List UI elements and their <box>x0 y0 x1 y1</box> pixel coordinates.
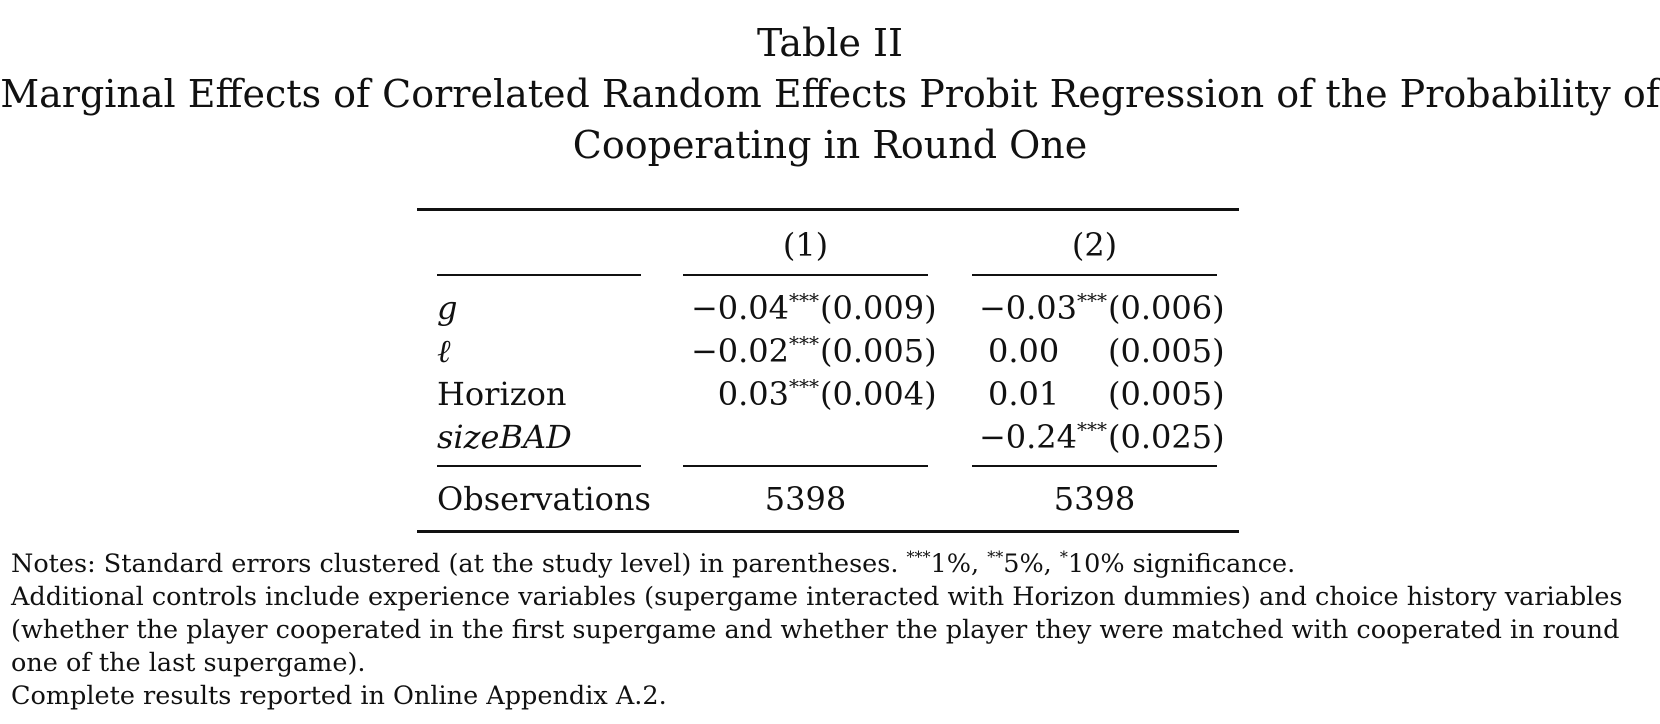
header-rule-label <box>437 274 641 276</box>
header-rule-col2 <box>972 274 1217 276</box>
table-caption: Table II Marginal Effects of Correlated … <box>0 18 1660 171</box>
mid-rule-col2 <box>972 465 1217 467</box>
significance-stars: *** <box>789 331 819 356</box>
notes-line-5: Complete results reported in Online Appe… <box>11 681 667 711</box>
se-g-col1: (0.009) <box>820 289 937 327</box>
significance-stars: *** <box>789 374 819 399</box>
table-bottom-rule <box>417 530 1239 533</box>
se-sizebad-col2: (0.025) <box>1108 418 1225 456</box>
notes-line-3: (whether the player cooperated in the fi… <box>11 615 1620 645</box>
coef-horizon-col1: 0.03*** <box>600 374 819 414</box>
row-label-horizon: Horizon <box>437 375 567 413</box>
observations-label: Observations <box>437 480 651 518</box>
sig-stars-3: * <box>1059 547 1068 567</box>
significance-stars: *** <box>1077 417 1107 442</box>
table-notes: Notes: Standard errors clustered (at the… <box>11 548 1651 713</box>
notes-prefix: Notes: Standard errors clustered (at the… <box>11 549 907 579</box>
coef-horizon-col2: 0.01 <box>988 375 1060 413</box>
sig-stars-1: *** <box>906 547 931 567</box>
se-g-col2: (0.006) <box>1108 289 1225 327</box>
coef-g-col2: −0.03*** <box>880 288 1107 328</box>
significance-stars: *** <box>789 288 819 313</box>
coef-value: −0.02 <box>690 332 789 370</box>
se-horizon-col2: (0.005) <box>1108 375 1225 413</box>
sig-text-2: 5%, <box>1003 549 1060 579</box>
coef-g-col1: −0.04*** <box>600 288 819 328</box>
row-label-g: g <box>437 289 458 327</box>
coef-value: −0.24 <box>978 418 1077 456</box>
mid-rule-col1 <box>683 465 928 467</box>
notes-line-1: Notes: Standard errors clustered (at the… <box>11 548 1651 581</box>
column-header-1: (1) <box>782 226 829 264</box>
header-rule-col1 <box>683 274 928 276</box>
sig-stars-2: ** <box>987 547 1004 567</box>
table-top-rule <box>417 208 1239 211</box>
row-label-ell: ℓ <box>437 332 451 370</box>
column-header-2: (2) <box>1071 226 1118 264</box>
row-label-sizebad: sizeBAD <box>437 418 572 456</box>
sig-text-1: 1%, <box>930 549 988 579</box>
notes-line-4: one of the last supergame). <box>11 648 366 678</box>
coef-value: −0.04 <box>690 289 789 327</box>
se-ell-col2: (0.005) <box>1108 332 1225 370</box>
coef-ell-col1: −0.02*** <box>600 331 819 371</box>
se-horizon-col1: (0.004) <box>820 375 937 413</box>
table-number: Table II <box>756 21 904 65</box>
notes-line-2: Additional controls include experience v… <box>11 582 1623 612</box>
significance-stars: *** <box>1077 288 1107 313</box>
sig-text-3: 10% significance. <box>1067 549 1296 579</box>
observations-col2: 5398 <box>1053 480 1136 518</box>
coef-value: −0.03 <box>978 289 1077 327</box>
mid-rule-label <box>437 465 641 467</box>
se-ell-col1: (0.005) <box>820 332 937 370</box>
observations-col1: 5398 <box>764 480 847 518</box>
coef-value: 0.03 <box>717 375 789 413</box>
coef-sizebad-col2: −0.24*** <box>880 417 1107 457</box>
table-title: Marginal Effects of Correlated Random Ef… <box>0 72 1660 116</box>
table-title-continued: Cooperating in Round One <box>572 123 1088 167</box>
coef-ell-col2: 0.00 <box>988 332 1060 370</box>
